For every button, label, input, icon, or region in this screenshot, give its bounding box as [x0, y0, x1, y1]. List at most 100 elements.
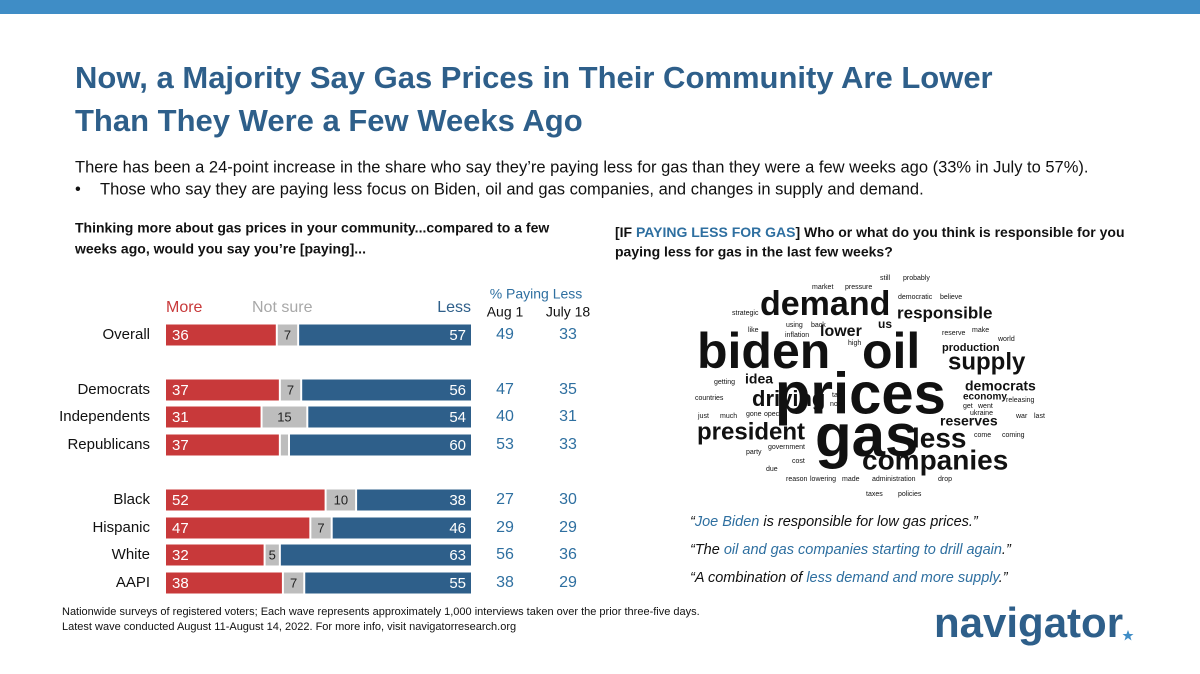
bar-label: 38: [172, 575, 189, 592]
cloud-word: supply: [948, 348, 1026, 375]
bar-segment: [166, 406, 261, 428]
cloud-word: idea: [745, 371, 773, 387]
bar-segment: [166, 434, 279, 456]
bar-segment: [280, 544, 471, 566]
category-label: Black: [113, 491, 150, 508]
cloud-word: prices: [775, 361, 946, 426]
cloud-word: gas: [815, 402, 918, 469]
cloud-word: high: [848, 340, 861, 347]
column-header: July 18: [546, 304, 591, 320]
bar-label: 47: [172, 520, 189, 537]
bar-label: 37: [172, 382, 189, 399]
bar-segment: [166, 489, 325, 511]
cloud-word: inflation: [785, 332, 809, 339]
column-value: 49: [496, 326, 514, 343]
top-band: [0, 0, 1200, 14]
bar-segment: [280, 434, 288, 456]
cloud-word: oil: [862, 323, 920, 379]
quote-highlight: Joe Biden: [694, 514, 760, 530]
bar-segment: [166, 324, 276, 346]
cloud-word: make: [972, 327, 989, 334]
cloud-word: driving: [752, 386, 825, 411]
bar-label: 56: [449, 382, 466, 399]
column-value: 27: [496, 491, 514, 508]
cloud-word: getting: [714, 379, 735, 386]
cloud-word: demand: [760, 285, 890, 323]
bar-segment: [311, 517, 331, 539]
cloud-word: tax: [832, 392, 842, 399]
cloud-word: like: [748, 327, 759, 334]
bar-segment: [302, 379, 471, 401]
logo-star: [1122, 630, 1134, 641]
cloud-word: using: [786, 322, 803, 329]
cloud-word: economy: [963, 392, 1007, 403]
quote-part: .”: [999, 570, 1009, 586]
quote-part: .”: [1002, 542, 1012, 558]
bar-segment: [277, 324, 298, 346]
quote-highlight: less demand and more supply: [806, 570, 1000, 586]
quote-part: “: [690, 514, 696, 530]
question: Thinking more about gas prices in your c…: [75, 220, 549, 236]
bar-segment: [357, 489, 471, 511]
bar-segment: [305, 572, 471, 594]
quote-part: “A combination of: [690, 570, 806, 586]
cloud-word: democrats: [965, 378, 1036, 394]
column-header: Aug 1: [487, 304, 524, 320]
cloud-word: made: [842, 476, 860, 483]
category-label: White: [112, 546, 150, 563]
bar-label: 5: [269, 547, 276, 562]
cloud-word: countries: [695, 395, 724, 402]
right-question: [IF PAYING LESS FOR GAS] Who or what do …: [615, 224, 1125, 240]
bar-label: 7: [284, 327, 291, 342]
bar-label: 32: [172, 547, 189, 564]
bar-label: 54: [449, 409, 466, 426]
bar-segment: [166, 544, 264, 566]
question: weeks ago, would you say you’re [paying]…: [74, 241, 366, 257]
cloud-word: still: [880, 275, 891, 282]
cloud-word: went: [977, 403, 993, 410]
logo: navigator: [934, 599, 1123, 646]
category-label: Democrats: [77, 381, 150, 398]
q-part: [IF: [615, 224, 636, 240]
category-label: Independents: [59, 408, 150, 425]
column-value: 31: [559, 408, 577, 425]
quote: “Joe Biden is responsible for low gas pr…: [690, 514, 979, 530]
cloud-word: reason: [786, 476, 808, 483]
cloud-word: come: [974, 432, 991, 439]
cloud-word: releasing: [1006, 397, 1035, 404]
cloud-word: war: [1015, 413, 1028, 420]
cloud-word: coming: [1002, 432, 1025, 439]
cloud-word: party: [746, 449, 762, 456]
cloud-word: just: [697, 413, 709, 420]
column-value: 47: [496, 381, 514, 398]
bar-label: 52: [172, 492, 189, 509]
bar-segment: [326, 489, 356, 511]
category-label: Overall: [102, 326, 150, 343]
bar-segment: [166, 517, 310, 539]
cloud-word: ukraine: [970, 410, 993, 417]
footnote: Nationwide surveys of registered voters;…: [62, 606, 700, 618]
columns-title: % Paying Less: [490, 286, 583, 302]
bar-segment: [262, 406, 307, 428]
column-value: 33: [559, 436, 577, 453]
cloud-word: production: [942, 342, 1000, 354]
cloud-word: policies: [898, 491, 922, 498]
column-value: 35: [559, 381, 577, 398]
quote-highlight: oil and gas companies starting to drill …: [724, 542, 1002, 558]
cloud-word: government: [768, 444, 805, 451]
cloud-word: responsible: [897, 303, 992, 322]
category-label: Hispanic: [92, 519, 150, 536]
column-value: 36: [559, 546, 577, 563]
cloud-word: much: [720, 413, 737, 420]
cloud-word: world: [997, 336, 1015, 343]
series-header: Less: [437, 299, 471, 316]
cloud-word: administration: [872, 476, 916, 483]
bar-segment: [299, 324, 471, 346]
bullet: Those who say they are paying less focus…: [100, 180, 924, 198]
cloud-word: pressure: [845, 284, 872, 291]
right-question: paying less for gas in the last few week…: [615, 244, 893, 260]
bar-label: 15: [277, 409, 291, 424]
bullet-dot: •: [75, 180, 81, 198]
bar-segment: [280, 379, 301, 401]
